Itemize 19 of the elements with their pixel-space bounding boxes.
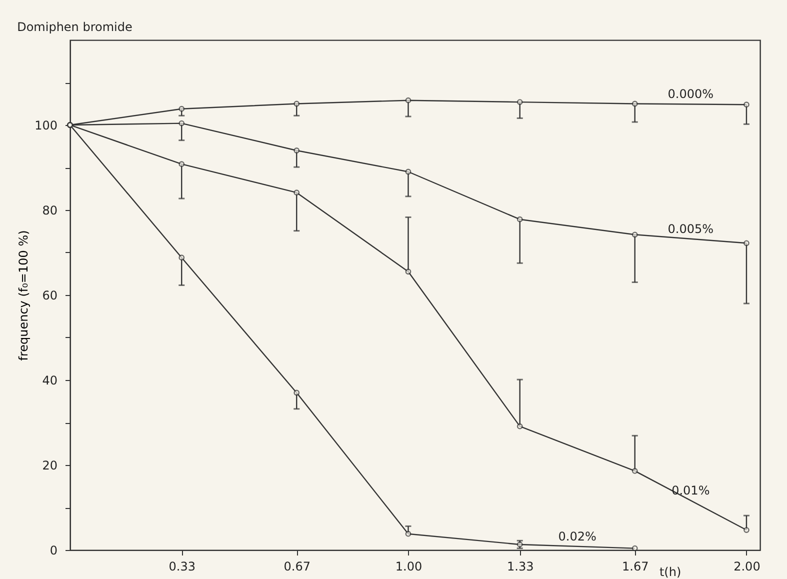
series-label: 0.000% [668,87,714,102]
x-tick-label: 1.00 [395,560,422,574]
y-tick-label: 80 [42,204,58,218]
y-tick-label: 60 [42,288,58,302]
chart-title: Domiphen bromide [17,20,132,34]
x-tick-label: 1.67 [622,560,649,574]
x-tick-label: 0.33 [168,560,196,574]
y-axis-title: frequency (f₀=100 %) [16,230,31,361]
x-tick-label: 2.00 [734,560,760,574]
y-tick-label: 0 [50,544,58,558]
y-tick-label: 40 [42,374,58,388]
series-label: 0.005% [668,222,714,236]
y-tick-label: 20 [42,458,58,472]
x-axis-title: t(h) [659,565,682,579]
y-tick-label: 100 [34,118,58,132]
series-label: 0.01% [672,483,710,498]
series-label: 0.02% [558,529,596,544]
x-tick-label: 0.67 [284,560,310,574]
x-tick-label: 1.33 [506,560,534,574]
